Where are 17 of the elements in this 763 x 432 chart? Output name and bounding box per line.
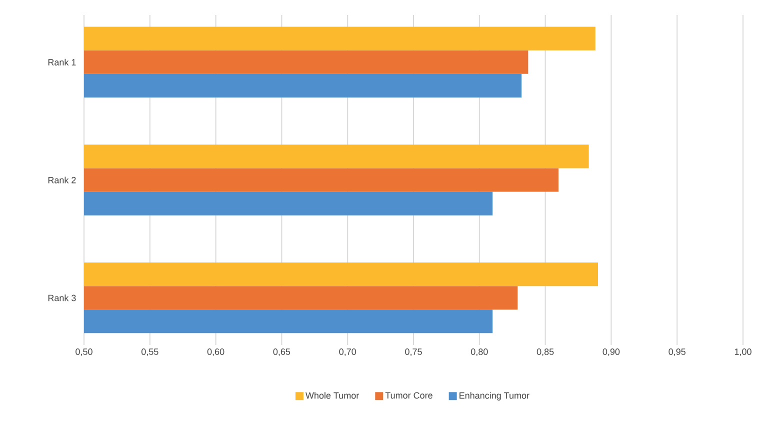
x-tick-label: 0,55 [141, 348, 158, 356]
x-tick-label: 0,60 [207, 348, 224, 356]
x-tick-label: 0,65 [273, 348, 290, 356]
x-tick-label: 0,80 [470, 348, 488, 356]
y-tick-label: Rank 1 [48, 58, 76, 66]
legend-label: Whole Tumor [306, 392, 360, 399]
y-tick-label: Rank 3 [48, 294, 76, 302]
x-tick-label: 0,70 [339, 348, 356, 356]
y-tick-label: Rank 2 [48, 176, 76, 184]
x-tick-label: 0,90 [602, 348, 620, 356]
x-tick-label: 0,85 [536, 348, 554, 356]
legend-label: Enhancing Tumor [460, 392, 530, 400]
x-tick-label: 0,50 [76, 348, 92, 356]
x-tick-label: 0,75 [405, 348, 422, 356]
x-tick-label: 1,00 [734, 348, 752, 356]
x-tick-label: 0,95 [668, 348, 686, 356]
legend-label: Tumor Core [385, 392, 432, 399]
